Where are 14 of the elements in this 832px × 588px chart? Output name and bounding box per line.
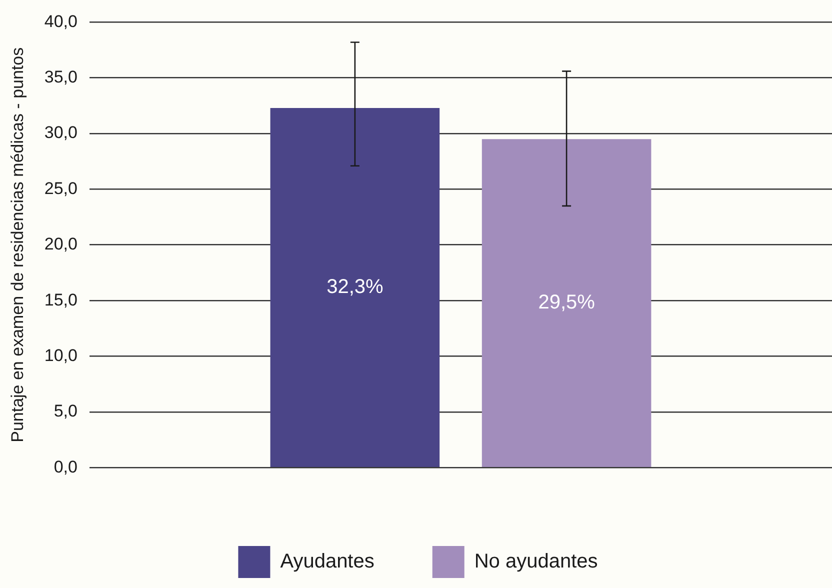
y-tick-label: 40,0 (44, 12, 78, 31)
data-label: 32,3% (326, 276, 384, 298)
y-tick-label: 10,0 (44, 346, 78, 365)
y-tick-label: 5,0 (54, 402, 78, 421)
y-tick-label: 15,0 (44, 290, 78, 310)
y-axis-title: Puntaje en examen de residencias médicas - puntos (8, 47, 27, 442)
legend-label: Ayudantes (280, 550, 374, 573)
y-tick-label: 0,0 (54, 457, 78, 476)
y-tick-label: 20,0 (44, 234, 78, 254)
y-tick-label: 25,0 (44, 178, 78, 198)
y-tick-label: 30,0 (44, 123, 78, 142)
legend-label: No ayudantes (474, 550, 598, 573)
y-tick-label: 35,0 (44, 68, 78, 87)
data-label: 29,5% (538, 292, 596, 314)
